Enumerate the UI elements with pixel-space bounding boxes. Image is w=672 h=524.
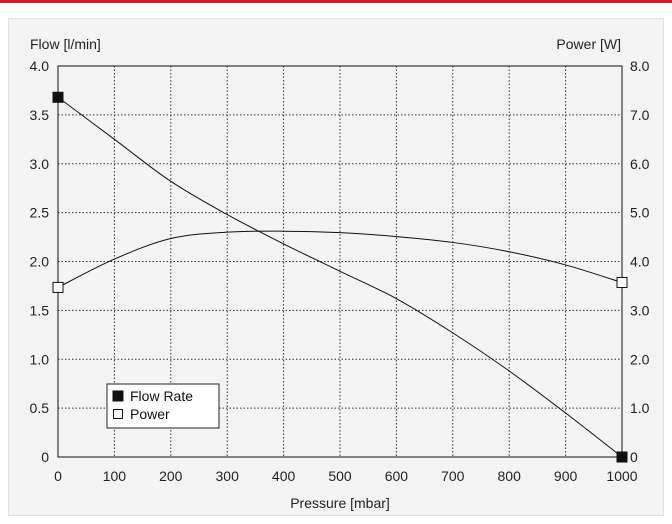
y-right-tick-label: 8.0 xyxy=(630,58,650,74)
y-left-tick-label: 2.0 xyxy=(30,254,50,270)
x-tick-label: 600 xyxy=(385,468,409,484)
y-right-tick-label: 5.0 xyxy=(630,205,650,221)
x-tick-label: 500 xyxy=(328,468,352,484)
x-tick-label: 400 xyxy=(272,468,296,484)
legend-flow-rate-marker xyxy=(112,390,124,402)
y-left-tick-label: 3.0 xyxy=(30,156,50,172)
accent-rule xyxy=(0,0,672,3)
y-left-axis-title: Flow [l/min] xyxy=(30,36,101,52)
x-tick-label: 1000 xyxy=(606,468,637,484)
x-tick-label: 300 xyxy=(216,468,240,484)
x-tick-label: 200 xyxy=(159,468,183,484)
y-left-tick-label: 1.5 xyxy=(30,302,50,318)
plot-frame xyxy=(57,65,623,458)
x-tick-label: 800 xyxy=(498,468,522,484)
legend-power-marker xyxy=(113,409,123,419)
y-right-tick-label: 1.0 xyxy=(630,400,650,416)
legend-box xyxy=(106,383,220,429)
y-left-tick-label: 1.0 xyxy=(30,351,50,367)
y-right-tick-label: 6.0 xyxy=(630,156,650,172)
series-point-power xyxy=(52,281,64,293)
legend-power-label: Power xyxy=(130,406,170,422)
ticks-layer: 0 100 200 300 400 500 600 700 800 900 1000 0 0.5 1.0 1… xyxy=(30,58,650,484)
y-left-tick-label: 0.5 xyxy=(30,400,50,416)
y-right-tick-label: 0 xyxy=(630,449,638,465)
y-left-tick-label: 3.5 xyxy=(30,107,50,123)
legend: Flow Rate Power xyxy=(106,383,220,429)
series-point-flow-rate xyxy=(616,451,628,463)
series-point-power xyxy=(616,277,628,289)
x-tick-label: 100 xyxy=(103,468,127,484)
x-tick-label: 700 xyxy=(441,468,465,484)
x-axis-title: Pressure [mbar] xyxy=(290,495,390,511)
series-point-flow-rate xyxy=(52,91,64,103)
series-layer xyxy=(52,91,628,463)
y-left-tick-label: 4.0 xyxy=(30,58,50,74)
y-right-tick-label: 2.0 xyxy=(630,351,650,367)
series-line-power xyxy=(57,230,623,288)
y-right-tick-label: 7.0 xyxy=(630,107,650,123)
chart-panel xyxy=(8,18,664,516)
series-line-flow-rate xyxy=(57,96,623,458)
y-right-axis-title: Power [W] xyxy=(556,36,621,52)
y-right-tick-label: 3.0 xyxy=(630,302,650,318)
x-tick-label: 0 xyxy=(54,468,62,484)
y-right-tick-label: 4.0 xyxy=(630,254,650,270)
y-left-tick-label: 0 xyxy=(41,449,49,465)
x-tick-label: 900 xyxy=(554,468,578,484)
y-left-tick-label: 2.5 xyxy=(30,205,50,221)
legend-flow-rate-label: Flow Rate xyxy=(130,388,193,404)
